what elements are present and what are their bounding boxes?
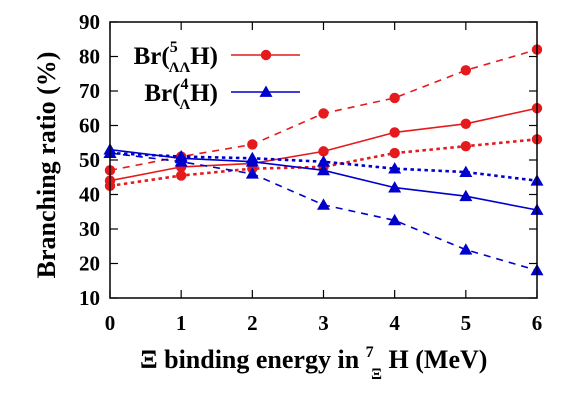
series-1-point-3: [318, 108, 329, 119]
y-tick-label: 60: [79, 114, 100, 138]
series-5-point-5: [459, 165, 473, 177]
x-tick-label: 5: [461, 311, 472, 335]
legend-label-0-part-0: Br(: [134, 43, 170, 70]
x-axis-label-unit: (MeV): [415, 345, 487, 374]
legend-label-0-part-3: H: [190, 43, 210, 70]
tick-labels: 0 1 2 3 4 5 6 10 20 30 40 50 60 70 80 90: [79, 10, 542, 335]
y-tick-label: 40: [79, 183, 100, 207]
series-5-point-1: [174, 150, 188, 162]
x-axis-label-sub: Ξ: [371, 366, 382, 383]
series-2-point-1: [175, 170, 187, 181]
legend-label-0-part-2: ΛΛ: [169, 60, 191, 76]
legend-marker-1: [259, 85, 273, 97]
legend: Br(5 ΛΛH)Br(4 ΛH): [134, 39, 300, 113]
series-1-point-4: [389, 92, 400, 104]
series-1-point-2: [247, 139, 258, 150]
legend-label-1-part-3: H: [190, 80, 210, 107]
y-tick-label: 10: [79, 286, 100, 310]
series-1-point-5: [460, 65, 472, 76]
y-tick-label: 80: [79, 45, 100, 69]
series-5-point-4: [388, 162, 402, 174]
series-5-point-2: [245, 151, 259, 164]
y-tick-label: 20: [79, 252, 100, 276]
x-tick-label: 6: [532, 311, 543, 335]
series-2-point-5: [460, 141, 472, 152]
series-3-point-3: [317, 163, 330, 176]
series-3-point-5: [459, 189, 473, 202]
axes-layer: [109, 21, 538, 299]
x-tick-label: 2: [247, 311, 258, 335]
series-4-point-2: [245, 167, 259, 179]
legend-label-0: Br(5 ΛΛH): [134, 39, 218, 76]
x-tick-label: 1: [176, 311, 187, 335]
series-5: [103, 146, 544, 186]
legend-item-0: Br(5 ΛΛH): [134, 39, 300, 76]
legend-label-1: Br(4 ΛH): [144, 76, 218, 113]
x-axis-label: Ξ binding energy in 7 Ξ H (MeV): [140, 334, 487, 385]
series-0-point-4: [389, 127, 400, 138]
legend-label-0-part-4: ): [210, 43, 218, 70]
series-0-point-5: [460, 118, 472, 129]
legend-label-0-part-1: 5: [170, 39, 178, 56]
series-4-point-4: [388, 213, 402, 226]
x-tick-label: 3: [318, 311, 329, 335]
series-1: [104, 44, 543, 176]
x-tick-label: 0: [105, 311, 116, 335]
y-tick-label: 30: [79, 217, 100, 241]
x-axis-label-symbol: H: [389, 345, 409, 374]
y-tick-label: 50: [79, 148, 100, 172]
legend-marker-0: [260, 49, 272, 61]
legend-label-1-part-4: ): [210, 80, 218, 107]
x-axis-label-mass: 7: [366, 344, 374, 361]
series-0-point-3: [318, 146, 329, 157]
x-axis-label-main: Ξ binding energy in: [140, 345, 366, 374]
series-2-point-4: [389, 147, 400, 159]
y-tick-label: 90: [79, 10, 100, 34]
legend-label-1-part-2: Λ: [179, 97, 190, 113]
series-3-point-4: [388, 181, 402, 193]
y-tick-label: 70: [79, 79, 100, 103]
x-tick-label: 4: [389, 311, 400, 335]
legend-item-1: Br(4 ΛH): [144, 76, 300, 113]
series-5-point-3: [317, 155, 330, 167]
legend-label-1-part-0: Br(: [144, 80, 180, 107]
legend-label-1-part-1: 4: [180, 76, 188, 93]
y-axis-label: Branching ratio (%): [32, 52, 61, 279]
series-4-point-3: [317, 198, 330, 210]
series-4-point-5: [459, 243, 473, 255]
